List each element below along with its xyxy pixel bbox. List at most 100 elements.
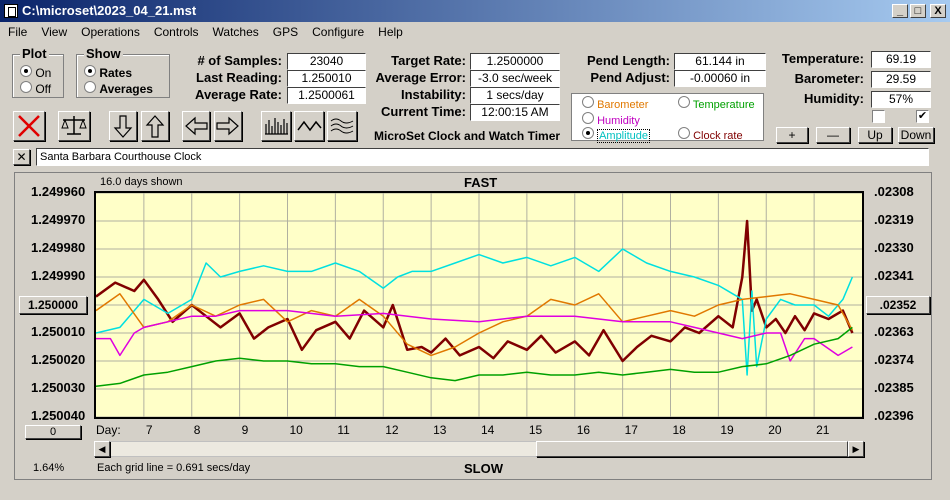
sensor-clockrate-radio[interactable] <box>678 127 690 139</box>
target-rate-field[interactable]: 1.2500000 <box>470 53 560 70</box>
samples-field: 23040 <box>287 53 366 70</box>
watch-name-input[interactable]: Santa Barbara Courthouse Clock <box>36 148 929 166</box>
x-tick-label: 19 <box>720 423 734 437</box>
sensor-humidity-option[interactable]: Humidity <box>582 112 640 127</box>
clear-watch-button[interactable]: ✕ <box>13 149 30 165</box>
y-left-tick-label: 1.250020 <box>31 352 86 367</box>
sensor-barometer-radio[interactable] <box>582 96 594 108</box>
humidity-field: 57% <box>871 91 931 108</box>
balance-button[interactable] <box>58 111 90 141</box>
target-rate-label: Target Rate: <box>391 53 466 68</box>
window-title: C:\microset\2023_04_21.mst <box>22 3 197 18</box>
wave-button[interactable] <box>294 111 324 141</box>
x-tick-label: 9 <box>241 423 249 437</box>
stop-icon <box>18 115 40 137</box>
x-tick-label: 11 <box>337 423 350 437</box>
x-tick-label: 10 <box>289 423 303 437</box>
sensor-amplitude-radio[interactable] <box>582 127 594 139</box>
y-right-tick-label: .02330 <box>874 240 914 255</box>
y-left-tick-label: 1.249970 <box>31 212 86 227</box>
menu-watches[interactable]: Watches <box>212 25 259 39</box>
plot-on-option[interactable]: On <box>20 65 51 80</box>
y-left-tick-label: 1.249990 <box>31 268 86 283</box>
sensor-temperature-option[interactable]: Temperature <box>678 96 755 111</box>
arrow-down-icon <box>113 115 133 138</box>
arrow-right-button[interactable] <box>214 111 242 141</box>
plot-on-label: On <box>35 66 52 80</box>
y-right-tick-label: .02363 <box>874 324 914 339</box>
close-x-icon: ✕ <box>16 150 27 164</box>
center-rate-button[interactable]: 1.250000 <box>19 296 87 314</box>
show-group-title: Show <box>84 46 123 61</box>
arrow-right-icon <box>216 116 239 136</box>
show-averages-radio[interactable] <box>84 81 96 93</box>
series-line-amplitude <box>96 248 854 376</box>
app-subtitle: MicroSet Clock and Watch Timer <box>374 129 561 143</box>
show-rates-option[interactable]: Rates <box>84 65 132 80</box>
scroll-right-button[interactable]: ▶ <box>848 441 864 457</box>
sensor-temperature-radio[interactable] <box>678 96 690 108</box>
checkbox-2[interactable]: ✔ <box>916 110 929 123</box>
sensor-temperature-label: Temperature <box>692 99 755 111</box>
y-right-tick-label: .02374 <box>874 352 914 367</box>
plot-on-radio[interactable] <box>20 65 32 77</box>
close-button[interactable]: X <box>930 4 946 18</box>
minus-button[interactable]: — <box>816 127 850 143</box>
scroll-thumb[interactable] <box>536 441 848 457</box>
days-shown-label: 16.0 days shown <box>100 176 183 188</box>
triangle-left-icon: ◀ <box>98 444 106 454</box>
plus-button[interactable]: + <box>776 127 808 143</box>
stop-button[interactable] <box>13 111 45 141</box>
maximize-button[interactable]: □ <box>910 4 926 18</box>
show-rates-radio[interactable] <box>84 65 96 77</box>
y-left-tick-label: 1.249980 <box>31 240 86 255</box>
x-tick-label: 8 <box>193 423 201 437</box>
arrow-left-button[interactable] <box>182 111 210 141</box>
grid-note: Each grid line = 0.691 secs/day <box>97 462 251 474</box>
pend-length-field[interactable]: 61.144 in <box>674 53 766 70</box>
bars-button[interactable] <box>261 111 291 141</box>
up-button[interactable]: Up <box>858 127 892 143</box>
plot-off-radio[interactable] <box>20 81 32 93</box>
menu-gps[interactable]: GPS <box>272 25 299 39</box>
chart-svg <box>96 193 862 417</box>
samples-label: # of Samples: <box>197 53 282 68</box>
menu-operations[interactable]: Operations <box>81 25 140 39</box>
zero-button[interactable]: 0 <box>25 425 81 439</box>
sensor-amplitude-option[interactable]: Amplitude <box>582 127 650 143</box>
sensor-clockrate-label: Clock rate <box>693 130 743 142</box>
show-group <box>76 54 170 98</box>
x-tick-label: 15 <box>528 423 543 437</box>
menu-help[interactable]: Help <box>378 25 403 39</box>
arrow-down-button[interactable] <box>109 111 137 141</box>
average-error-field: -3.0 sec/week <box>470 70 560 87</box>
show-averages-label: Averages <box>99 82 153 96</box>
x-tick-label: 12 <box>385 423 399 437</box>
sensor-clockrate-option[interactable]: Clock rate <box>678 127 743 142</box>
sensor-humidity-radio[interactable] <box>582 112 594 124</box>
menu-file[interactable]: File <box>8 25 28 39</box>
menu-configure[interactable]: Configure <box>312 25 365 39</box>
checkbox-1[interactable] <box>872 110 885 123</box>
y-left-tick-label: 1.250040 <box>31 408 86 423</box>
sensor-barometer-option[interactable]: Barometer <box>582 96 648 111</box>
right-scale-button[interactable]: .02352 <box>866 296 930 314</box>
x-tick-label: 20 <box>768 423 782 437</box>
menu-view[interactable]: View <box>41 25 68 39</box>
series-line-barometer <box>96 293 854 357</box>
arrow-up-button[interactable] <box>141 111 169 141</box>
menu-controls[interactable]: Controls <box>153 25 199 39</box>
show-averages-option[interactable]: Averages <box>84 81 153 96</box>
instability-field: 1 secs/day <box>470 87 560 104</box>
y-right-tick-label: .02308 <box>874 184 914 199</box>
y-left-tick-label: 1.249960 <box>31 184 86 199</box>
multi-wave-icon <box>330 118 354 134</box>
triangle-right-icon: ▶ <box>852 444 860 454</box>
multi-wave-button[interactable] <box>327 111 357 141</box>
minimize-button[interactable]: _ <box>892 4 908 18</box>
scroll-left-button[interactable]: ◀ <box>94 441 110 457</box>
down-button[interactable]: Down <box>898 127 934 143</box>
menu-bar: File View Operations Controls Watches GPS Conf… <box>0 22 950 42</box>
plot-off-option[interactable]: Off <box>20 81 51 96</box>
instability-label: Instability: <box>400 87 466 102</box>
